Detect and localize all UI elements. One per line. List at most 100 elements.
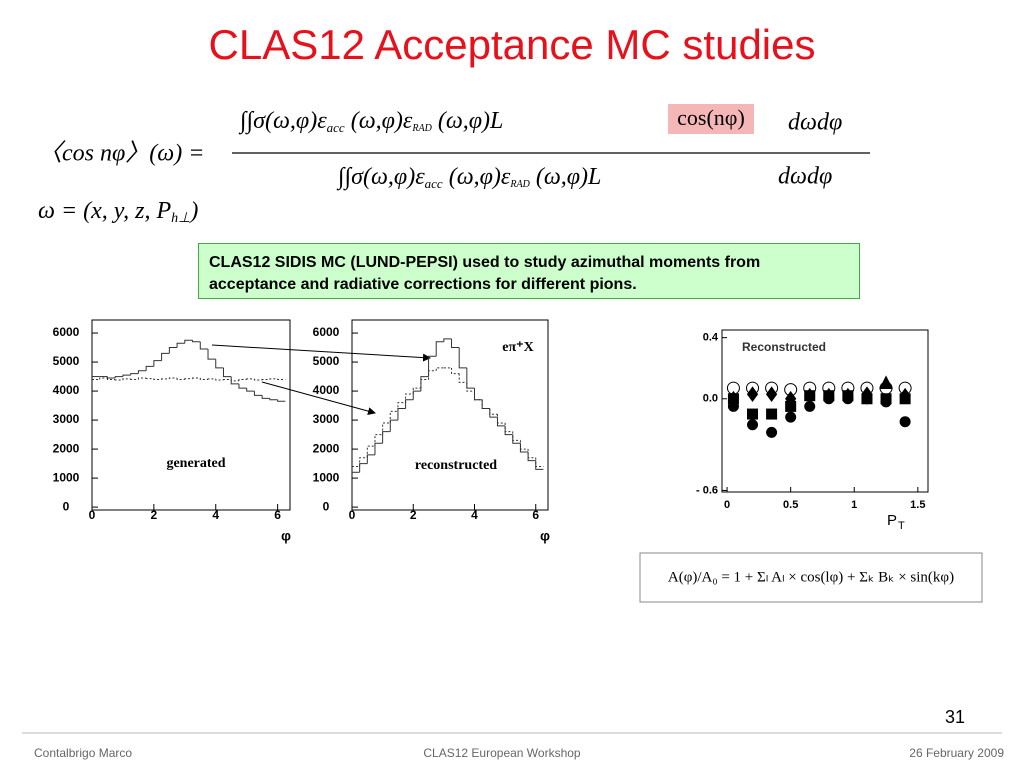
histogram-bin (99, 377, 108, 380)
histogram-bin (176, 378, 185, 380)
histogram-bin (420, 376, 429, 392)
histogram-bin (359, 457, 368, 467)
histogram-bin (428, 355, 437, 377)
marker (804, 390, 816, 402)
footer-center: CLAS12 European Workshop (423, 746, 581, 760)
histogram-bin (496, 414, 506, 424)
arrow (211, 344, 431, 362)
arrow (261, 381, 376, 416)
histogram-bin (277, 399, 286, 402)
histogram-bin (527, 449, 536, 459)
x-tick-label: 4 (212, 508, 219, 522)
marker (765, 386, 778, 403)
histogram-bin (389, 410, 398, 423)
eq-part: (ω,φ)ε (345, 108, 413, 134)
histogram-bin (435, 341, 444, 357)
histogram-bin (161, 352, 170, 361)
histogram-bin (269, 398, 278, 401)
marker (823, 393, 835, 405)
histogram-bin (230, 376, 239, 385)
histogram-bin (207, 378, 216, 380)
eq-part: ∫∫σ(ω,φ)ε (336, 164, 425, 191)
histogram-bin (405, 393, 414, 403)
eq-part: ω = (x, y, z, P (38, 198, 171, 224)
y-tick-label: 6000 (53, 325, 80, 339)
eq-sub: RAD (411, 123, 432, 134)
x-tick-label: 1.5 (910, 499, 925, 511)
differential: dωdφ (778, 164, 832, 190)
histogram-bin (246, 378, 255, 380)
eq-part: (ω,φ)L (530, 164, 602, 190)
note-box: CLAS12 SIDIS MC (LUND-PEPSI) used to stu… (198, 243, 860, 299)
histogram-bin (374, 442, 383, 455)
histogram-bin (207, 349, 216, 360)
histogram-bin (489, 408, 498, 418)
histogram-bin (269, 378, 278, 380)
histogram-bin (176, 342, 185, 348)
histogram-bin (222, 367, 232, 378)
histogram-bin (168, 347, 178, 354)
eq-sub: h⊥ (171, 211, 190, 226)
histogram-bin (130, 373, 139, 376)
x-axis-label-sub: T (898, 520, 905, 532)
plot-label: eπ⁺X (502, 340, 533, 355)
eq-sub: acc (327, 120, 345, 135)
marker (880, 396, 892, 408)
histogram-bin (535, 457, 544, 467)
histogram-bin (261, 378, 270, 381)
histogram-bin (527, 451, 536, 462)
eq-part: (ω,φ)ε (443, 164, 511, 190)
histogram-bin (137, 377, 147, 380)
equation-lhs: 〈cos nφ〉(ω) = (38, 140, 204, 167)
denominator: ∫∫σ(ω,φ)εacc (ω,φ)εRAD (ω,φ)L (336, 164, 601, 191)
plot-frame (351, 319, 549, 511)
histogram-bin (374, 434, 383, 447)
histogram-bin (519, 443, 529, 453)
histogram-bin (519, 440, 529, 450)
eq-part: (ω,φ)L (432, 108, 504, 134)
histogram-bin (512, 431, 521, 441)
marker (747, 419, 759, 431)
histogram-bin (222, 378, 232, 381)
histogram-bin (428, 370, 437, 380)
histogram-bin (443, 338, 452, 342)
x-axis-label: P (887, 512, 897, 529)
histogram-bin (168, 377, 178, 379)
weight-highlight (668, 104, 754, 134)
y-tick-label: 0 (323, 499, 330, 513)
histogram-bin (397, 402, 406, 412)
marker (861, 393, 873, 405)
histogram-bin (451, 367, 460, 375)
histogram-bin (489, 408, 498, 415)
histogram-bin (451, 338, 460, 349)
marker (842, 393, 854, 405)
marker (785, 400, 797, 412)
marker (899, 393, 911, 405)
y-tick-label: 2000 (53, 441, 80, 455)
y-tick-label: 0.4 (703, 332, 719, 344)
y-tick-label: 6000 (313, 325, 340, 339)
histogram-bin (122, 378, 131, 381)
x-axis-label: φ (540, 528, 550, 544)
histogram-bin (435, 367, 444, 371)
histogram-bin (474, 388, 483, 401)
marker (766, 426, 778, 438)
histogram-bin (153, 378, 162, 380)
slide-title: CLAS12 Acceptance MC studies (209, 21, 816, 68)
histogram-bin (405, 399, 414, 409)
x-tick-label: 6 (532, 508, 539, 522)
histogram-bin (397, 407, 406, 421)
histogram-bin (230, 379, 239, 382)
histogram-bin (106, 376, 116, 379)
y-tick-label: 1000 (53, 470, 80, 484)
histogram-bin (137, 370, 147, 374)
page-number: 31 (945, 707, 965, 727)
eq-part: ) (188, 198, 198, 224)
histogram-bin (215, 378, 224, 381)
histogram-bin (122, 374, 131, 377)
marker (785, 411, 797, 423)
eq-sub: RAD (509, 179, 530, 190)
weight: cos(nφ) (677, 105, 745, 130)
